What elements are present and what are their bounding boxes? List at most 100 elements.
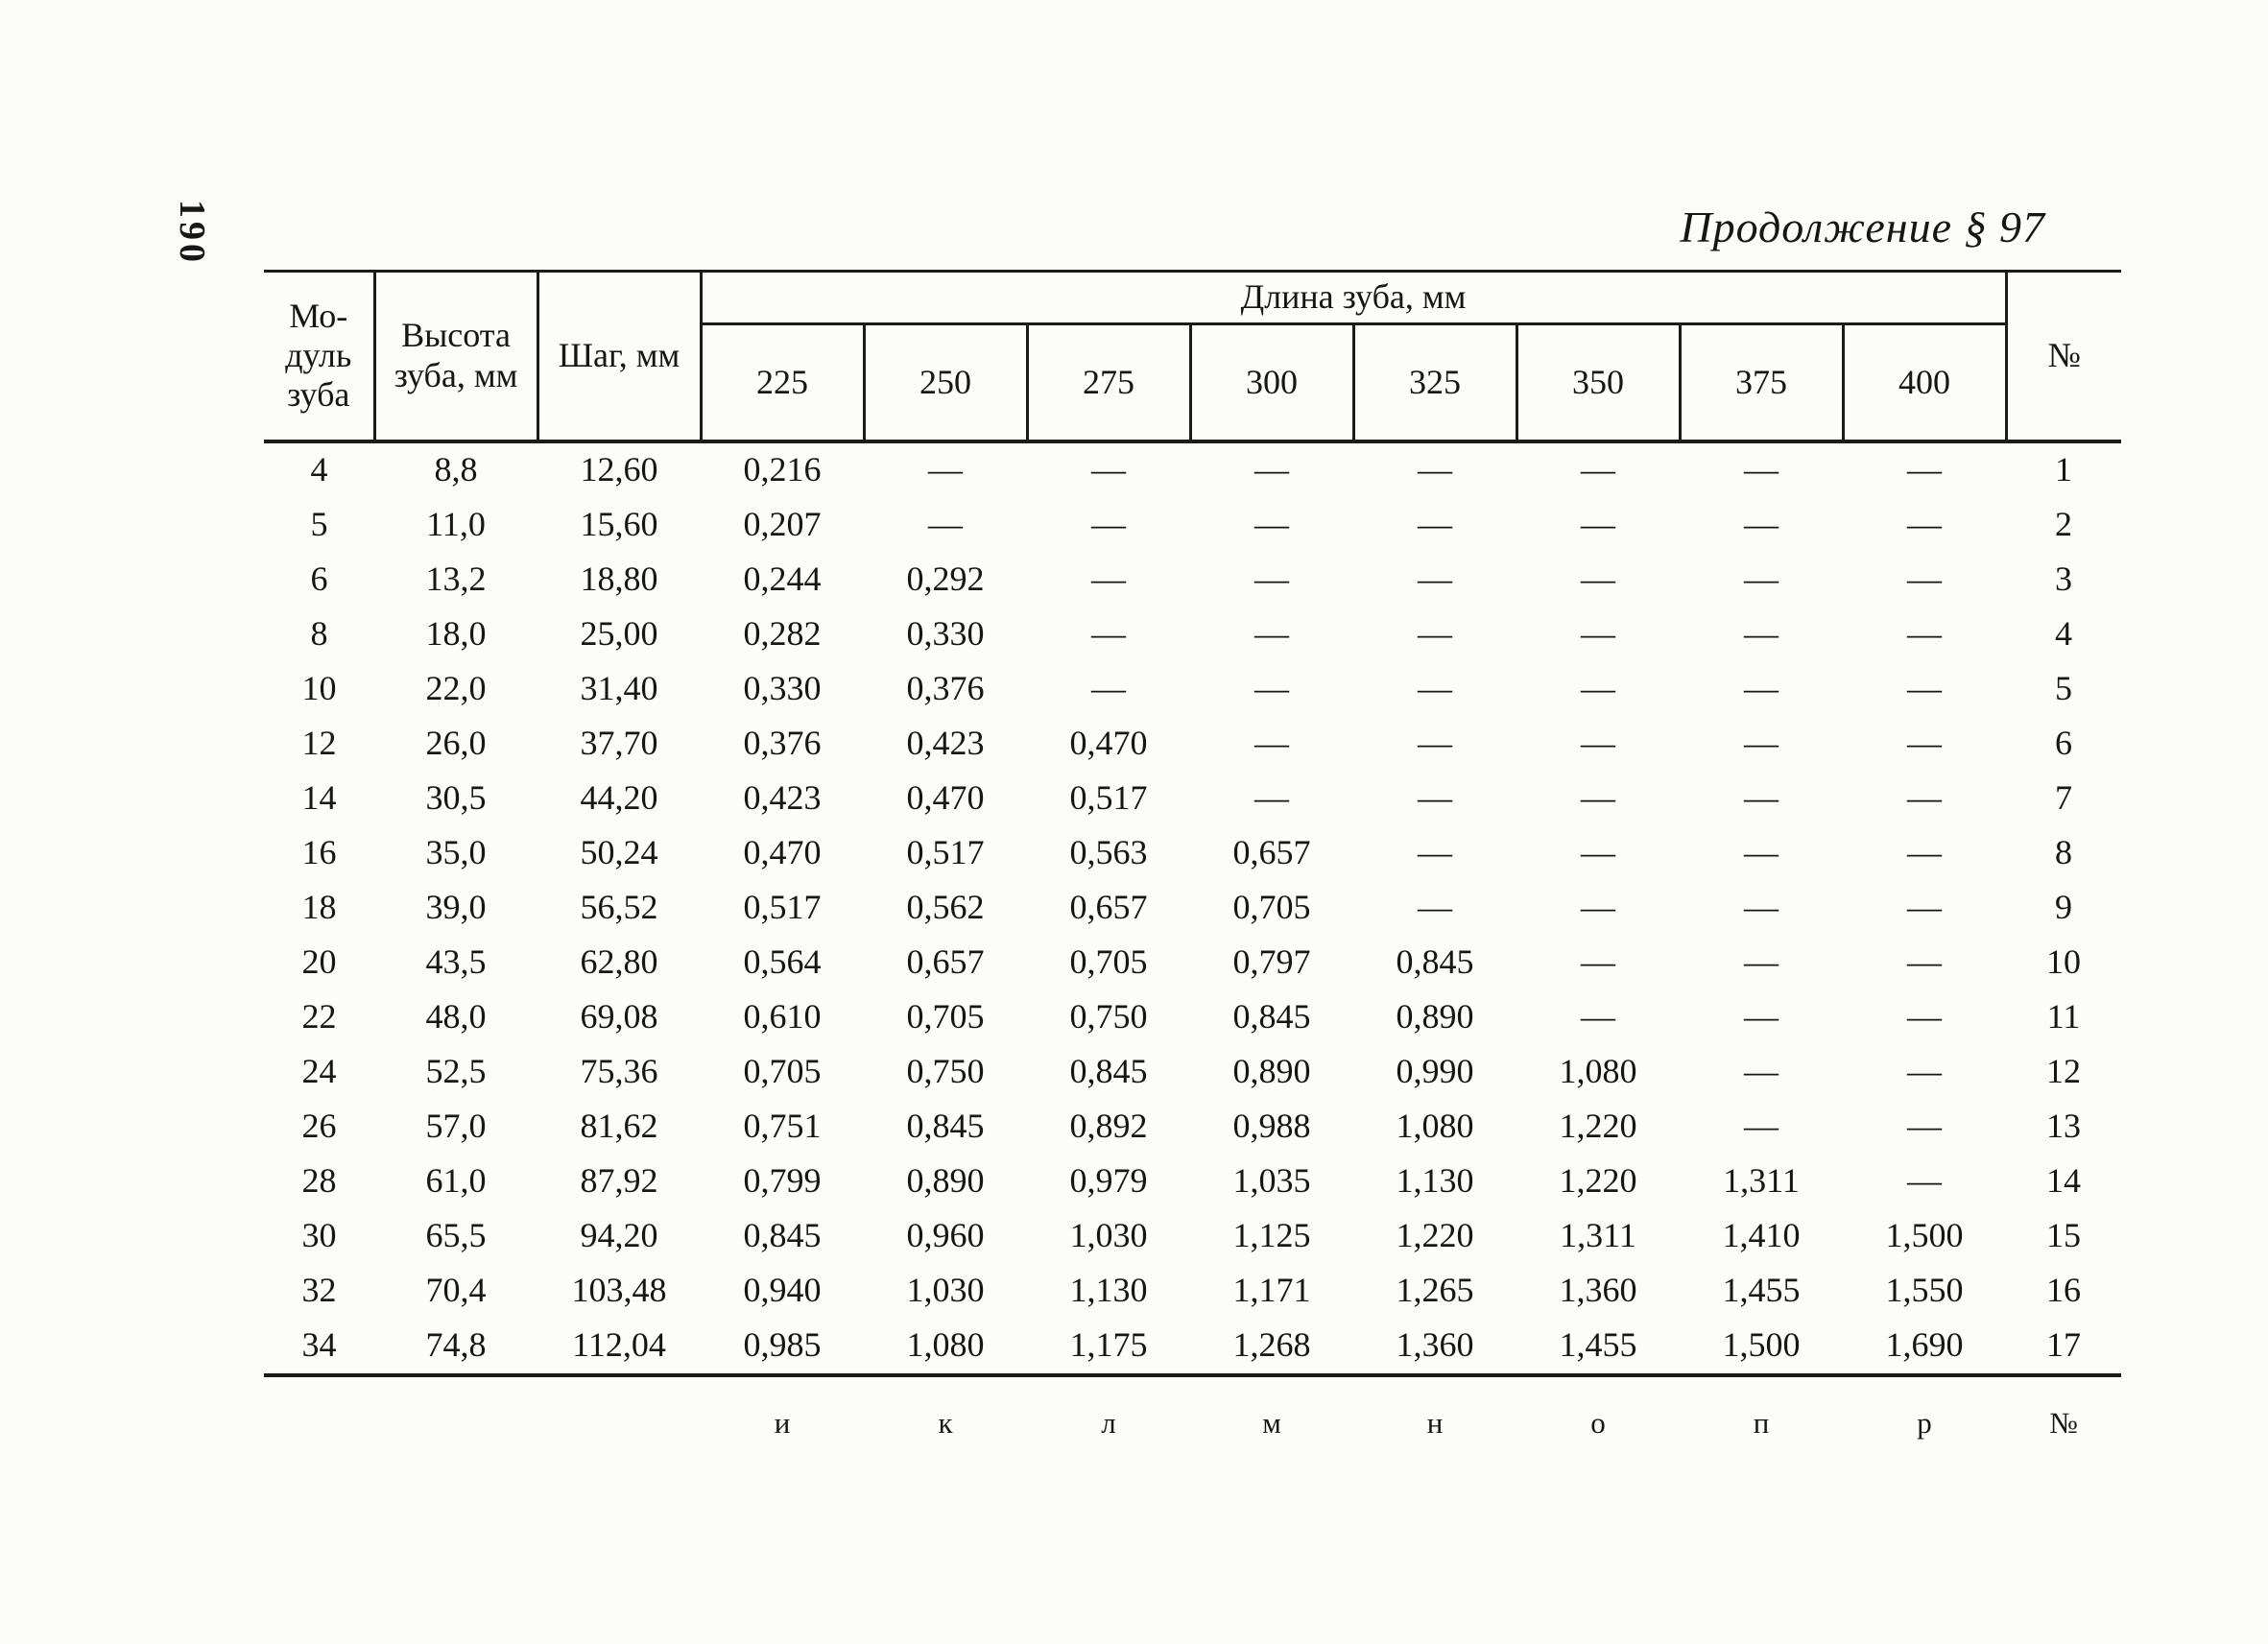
cell-length-value: — — [1581, 669, 1615, 708]
header-row-main: Мо- дуль зуба Высота зуба, мм Шаг, мм Дл… — [264, 271, 2122, 443]
cell-length-value: 0,292 — [906, 560, 985, 599]
cell-length-value: — — [1581, 560, 1615, 599]
cell-row-number: 4 — [2055, 614, 2073, 654]
cell-length-value: — — [1254, 724, 1289, 763]
cell-length-value: — — [1907, 888, 1942, 927]
page-number: 190 — [172, 200, 212, 266]
cell-height: 39,0 — [425, 888, 487, 927]
cell-length-value: — — [1418, 560, 1452, 599]
cell-letter: р — [1843, 1372, 2007, 1498]
cell-row-number: 5 — [2055, 669, 2073, 708]
cell-pitch: 15,60 — [580, 505, 658, 544]
cell-length-value: 0,892 — [1069, 1107, 1148, 1146]
cell-length-value: — — [1907, 614, 1942, 654]
cell-length-value: 0,845 — [743, 1216, 822, 1255]
cell-empty — [374, 1372, 537, 1498]
header-row-lengths: 225 250 275 300 325 350 375 400 — [264, 323, 2121, 443]
cell-length-value: 0,657 — [906, 942, 985, 982]
cell-length-value: 1,130 — [1396, 1161, 1474, 1201]
cell-module: 34 — [301, 1325, 337, 1365]
cell-letter: о — [1516, 1372, 1680, 1498]
cell-length-value: 1,311 — [1723, 1161, 1800, 1201]
table-body: 4 8,8 12,60 0,216— — — — — — —1 5 11,0 15,60 0,207— — —… — [264, 441, 2121, 1375]
cell-length-value: 0,244 — [743, 560, 822, 599]
cell-length-value: — — [1581, 888, 1615, 927]
cell-length-value: — — [1744, 1052, 1779, 1091]
cell-length-value: 0,940 — [743, 1271, 822, 1310]
cell-height: 43,5 — [425, 942, 487, 982]
cell-length-value: — — [1744, 997, 1779, 1036]
cell-length-value: — — [1907, 1052, 1942, 1091]
cell-length-value: — — [1091, 614, 1126, 654]
cell-length-value: 0,890 — [906, 1161, 985, 1201]
cell-row-number: 3 — [2055, 560, 2073, 599]
cell-length-value: — — [1907, 778, 1942, 818]
cell-length-value: — — [1418, 778, 1452, 818]
cell-length-value: 1,550 — [1885, 1271, 1964, 1310]
table-header: Мо- дуль зуба Высота зуба, мм Шаг, мм Дл… — [264, 271, 2122, 443]
cell-length-value: 1,171 — [1232, 1271, 1311, 1310]
cell-length-value: — — [1418, 450, 1452, 489]
cell-length-value: — — [1581, 833, 1615, 872]
cell-length-value: 0,207 — [743, 505, 822, 544]
cell-letter: н — [1353, 1372, 1516, 1498]
cell-pitch: 62,80 — [580, 942, 658, 982]
cell-length-value: 0,216 — [743, 450, 822, 489]
cell-height: 22,0 — [425, 669, 487, 708]
cell-length-value: 1,030 — [906, 1271, 985, 1310]
cell-length-value: 0,705 — [906, 997, 985, 1036]
cell-module: 22 — [301, 997, 337, 1036]
cell-length-value: 0,423 — [906, 724, 985, 763]
cell-length-value: 0,985 — [743, 1325, 822, 1365]
cell-pitch: 69,08 — [580, 997, 658, 1036]
cell-length-value: — — [1744, 505, 1779, 544]
cell-length-value: 1,500 — [1885, 1216, 1964, 1255]
cell-length-value: 1,080 — [906, 1325, 985, 1365]
cell-length-value: 0,517 — [743, 888, 822, 927]
cell-length-value: 0,845 — [1069, 1052, 1148, 1091]
cell-empty — [537, 1372, 701, 1498]
cell-length-value: 0,890 — [1396, 997, 1474, 1036]
cell-module: 14 — [301, 778, 337, 818]
cell-letter: и — [701, 1372, 864, 1498]
table-row: 4 8,8 12,60 0,216 — — — — — — — 1 — [264, 441, 2121, 498]
cell-length-value: — — [1254, 560, 1289, 599]
cell-height: 8,8 — [434, 450, 478, 489]
cell-row-number: 2 — [2055, 505, 2073, 544]
cell-length-value: — — [1907, 505, 1942, 544]
cell-length-value: — — [1907, 1107, 1942, 1146]
cell-length-value: 0,845 — [1396, 942, 1474, 982]
cell-height: 35,0 — [425, 833, 487, 872]
cell-length-value: — — [1418, 724, 1452, 763]
cell-height: 26,0 — [425, 724, 487, 763]
table-row: 28 61,0 87,92 0,799 0,890 0,979 1,035 1,130 1,22… — [264, 1155, 2121, 1209]
cell-length-value: 0,890 — [1232, 1052, 1311, 1091]
table-row: 8 18,0 25,00 0,282 0,330 — — — — — — 4 — [264, 608, 2121, 662]
cell-row-number: 16 — [2046, 1271, 2082, 1310]
cell-module: 26 — [301, 1107, 337, 1146]
header-length-275: 275 — [1025, 323, 1190, 443]
table-row: 32 70,4 103,48 0,940 1,030 1,130 1,171 1,265 1,3… — [264, 1264, 2121, 1319]
cell-length-value: 1,130 — [1069, 1271, 1148, 1310]
cell-length-value: — — [1744, 669, 1779, 708]
cell-length-value: — — [1744, 1107, 1779, 1146]
cell-length-value: 1,220 — [1559, 1161, 1637, 1201]
cell-length-value: 0,330 — [743, 669, 822, 708]
cell-length-value: — — [1091, 505, 1126, 544]
cell-module: 18 — [301, 888, 337, 927]
cell-length-value: — — [1254, 669, 1289, 708]
cell-length-value: — — [1907, 560, 1942, 599]
cell-letter: м — [1190, 1372, 1353, 1498]
cell-module: 5 — [310, 505, 328, 544]
continuation-title: Продолжение § 97 — [1680, 203, 2045, 251]
letter-index-row: и к л м н о п р № — [264, 1372, 2122, 1498]
cell-length-value: — — [1744, 942, 1779, 982]
cell-length-value: — — [1091, 560, 1126, 599]
header-length-375: 375 — [1678, 323, 1843, 443]
cell-height: 61,0 — [425, 1161, 487, 1201]
cell-module: 4 — [310, 450, 328, 489]
cell-height: 11,0 — [426, 505, 486, 544]
cell-length-value: 0,282 — [743, 614, 822, 654]
cell-length-value: 1,080 — [1559, 1052, 1637, 1091]
cell-module: 32 — [301, 1271, 337, 1310]
